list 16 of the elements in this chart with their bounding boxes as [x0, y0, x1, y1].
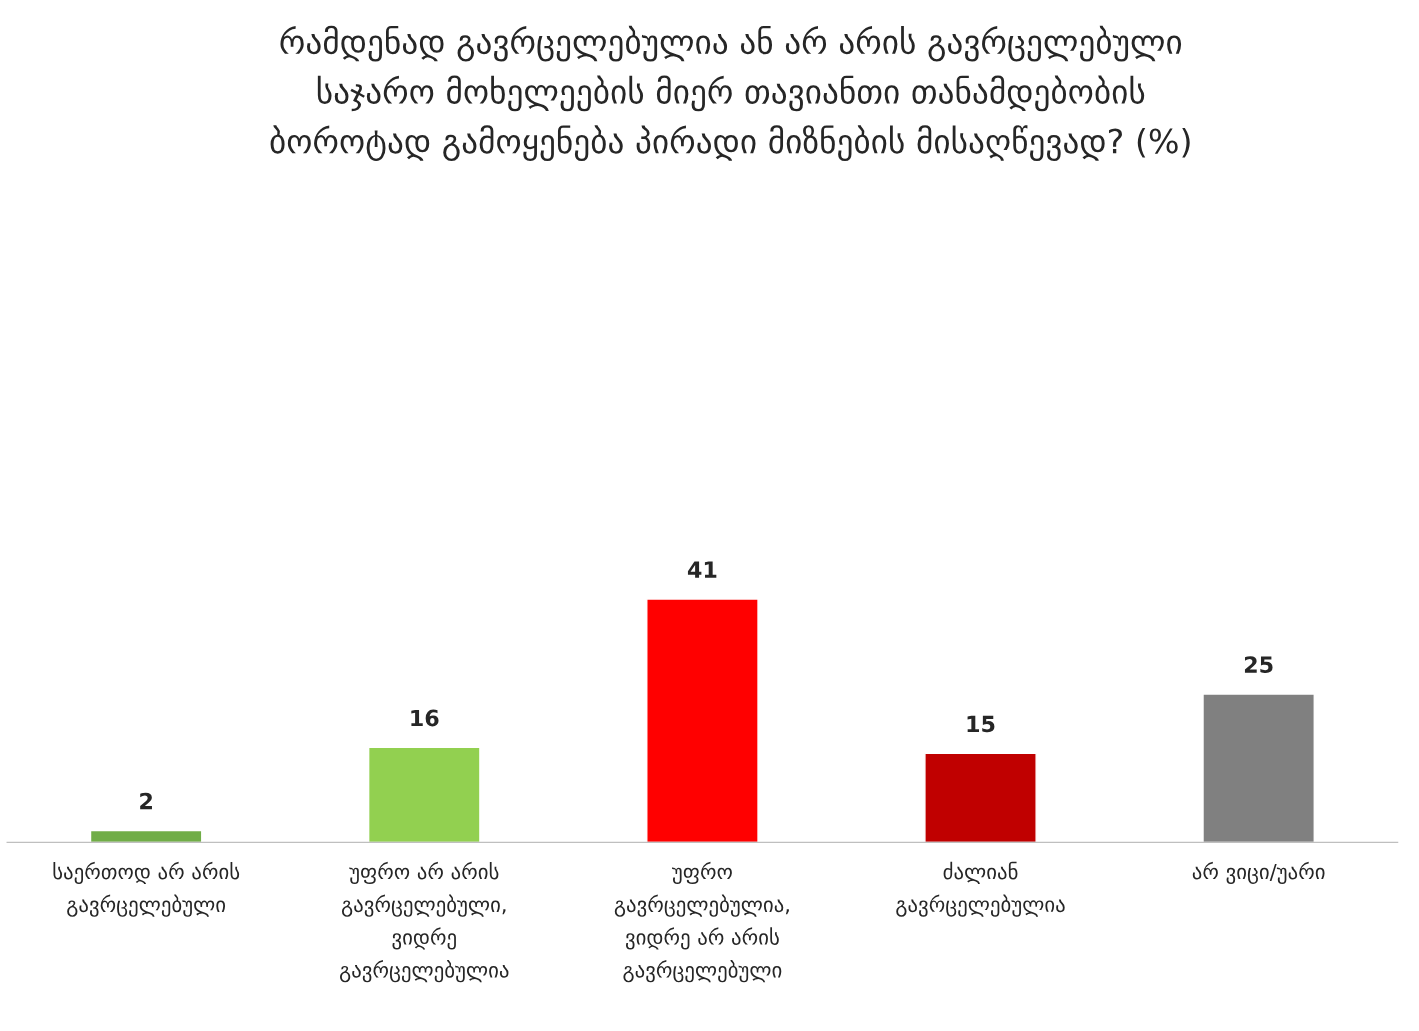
x-tick-label: ძალიან გავრცელებულია [896, 861, 1065, 917]
x-tick-label: არ ვიცი/უარი [1192, 861, 1325, 885]
data-label: 15 [967, 715, 995, 733]
data-label: 41 [687, 561, 717, 578]
data-label: 16 [411, 709, 439, 727]
bar [646, 598, 759, 843]
bar [367, 746, 481, 843]
bar [89, 829, 203, 843]
x-tick-label: საერთოდ არ არის გავრცელებული [53, 861, 240, 917]
data-label: 25 [1244, 656, 1273, 673]
data-label: 2 [140, 792, 152, 810]
x-tick-label: უფრო გავრცელებულია, ვიდრე არ არის გავრცელებული [614, 861, 789, 983]
chart-title: რამდენად გავრცელებულია ან არ არის გავრცელებული საჯარო მოხელეების მიერ თავიანთი თანამდებობის ბოროტად გამოყენება პირადი მიზნების მისაღწევად? (%) [270, 25, 1190, 162]
bar [1202, 693, 1315, 843]
x-tick-label: უფრო არ არის გავრცელებული, ვიდრე გავრცელებულია [340, 861, 509, 983]
bar [924, 752, 1037, 843]
